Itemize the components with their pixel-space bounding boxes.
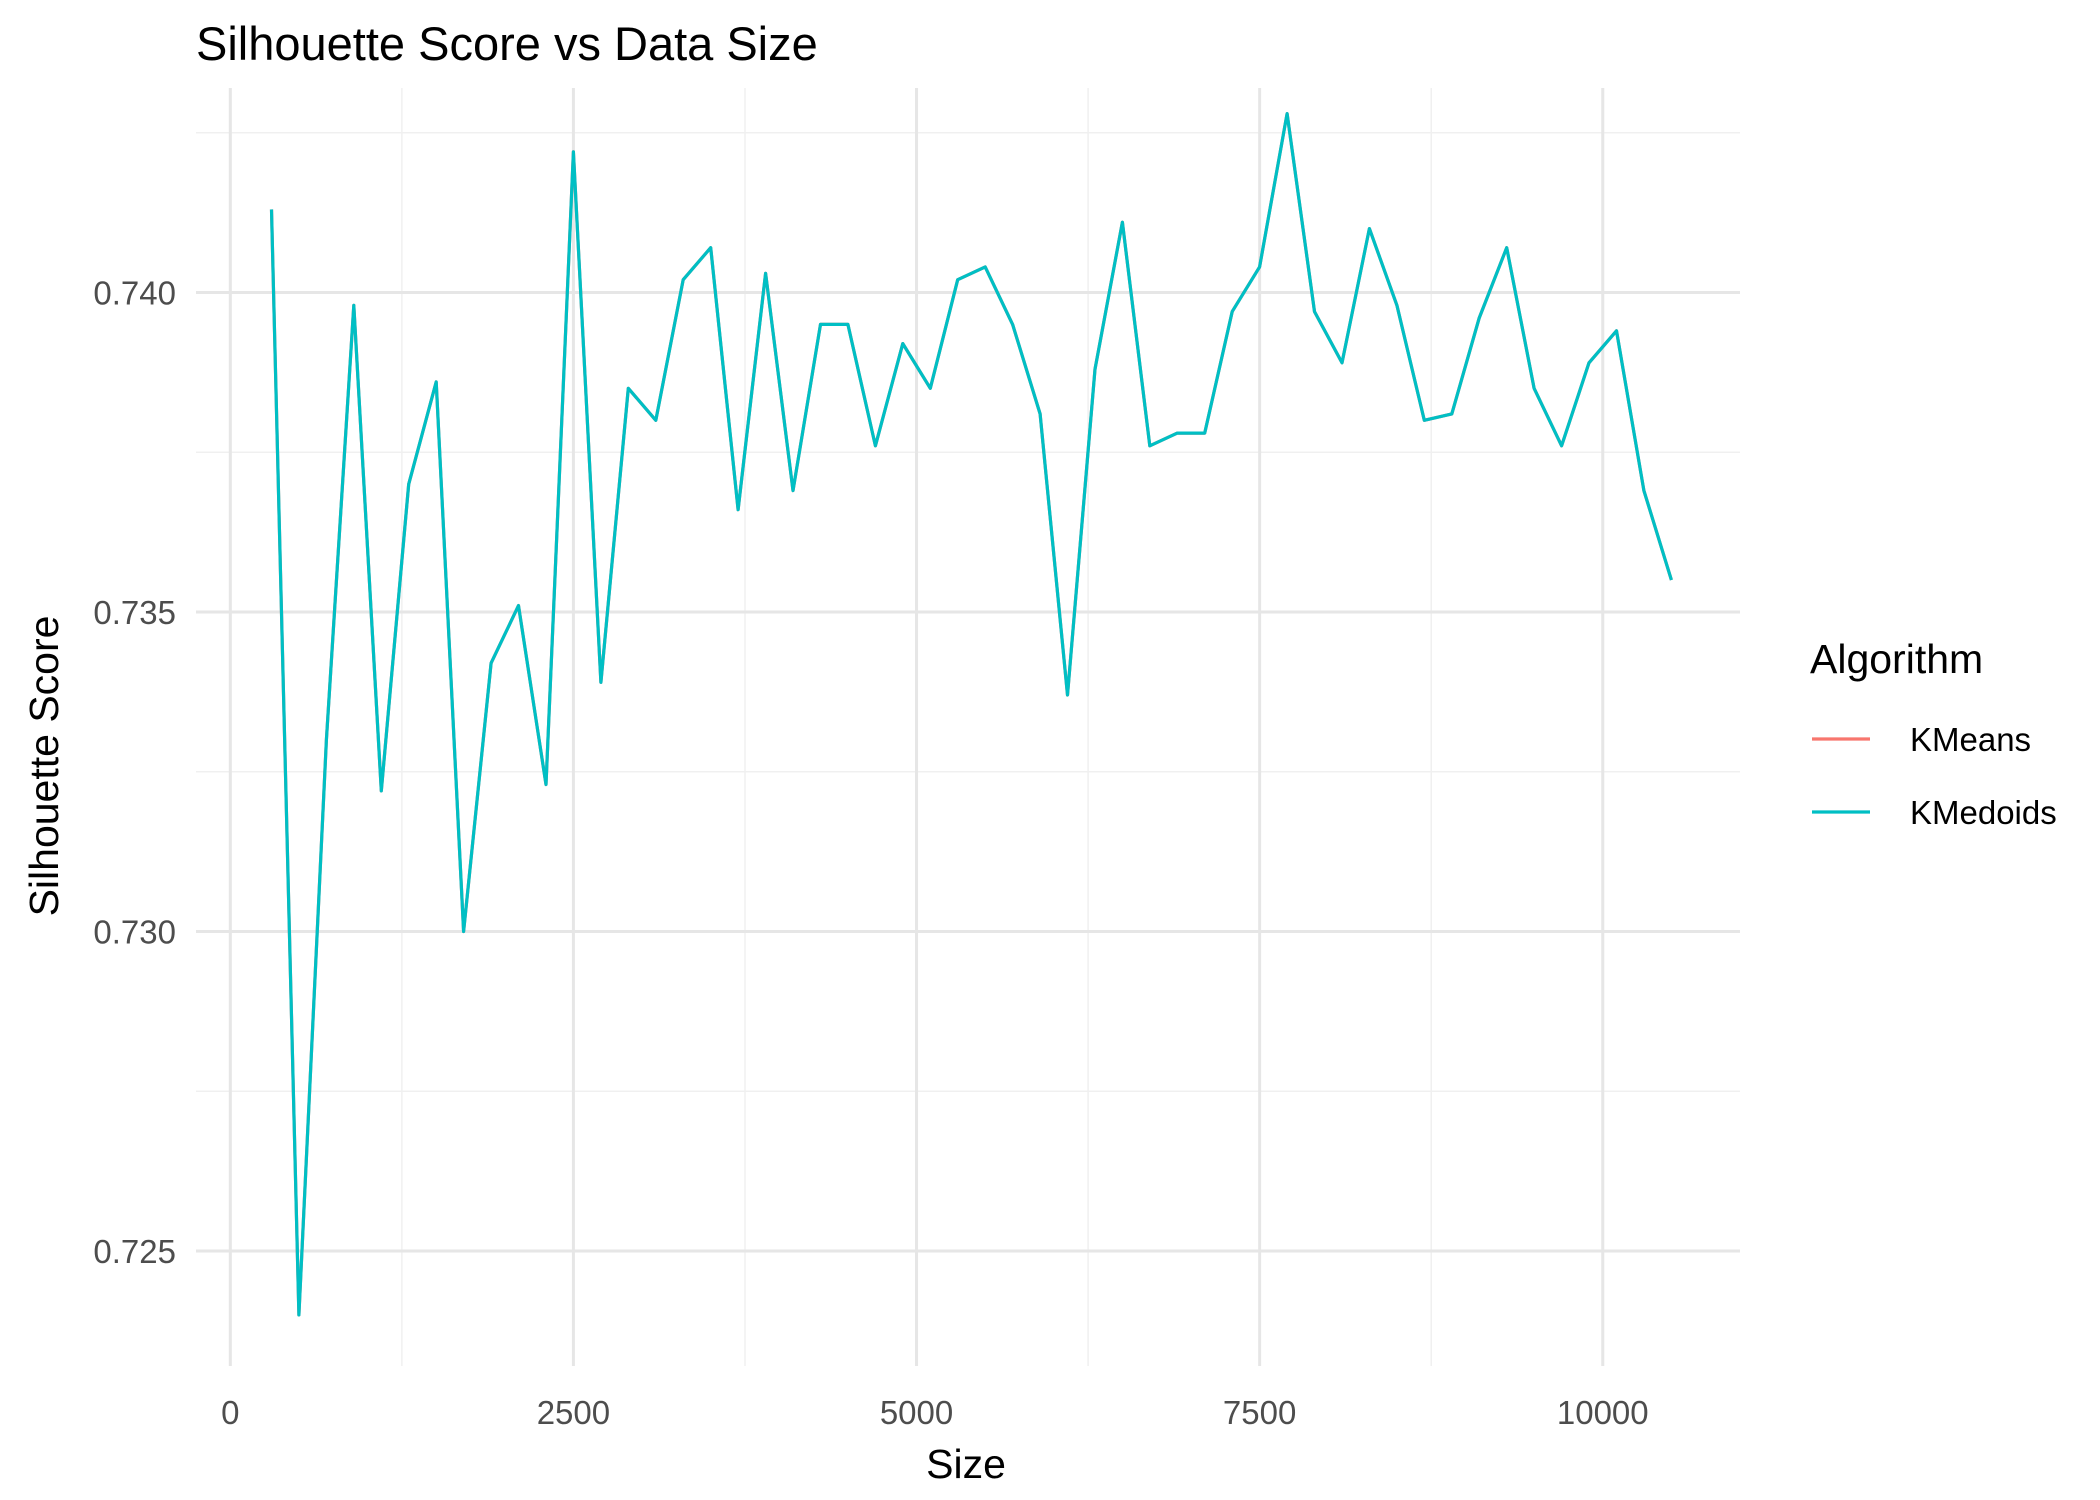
x-tick-label: 0 [221,1394,239,1431]
grid [196,88,1740,1366]
legend-label: KMedoids [1910,794,2057,831]
y-tick-label: 0.735 [93,594,176,631]
x-axis-title: Size [926,1441,1006,1487]
x-axis-ticks: 0 2500 5000 7500 10000 [221,1394,1649,1431]
x-tick-label: 5000 [880,1394,953,1431]
series-line-kmedoids [269,111,1673,1317]
y-axis-title: Silhouette Score [21,616,67,917]
y-tick-label: 0.730 [93,913,176,950]
chart-title: Silhouette Score vs Data Size [196,17,818,70]
y-tick-label: 0.725 [93,1233,176,1270]
legend-item-kmedoids: KMedoids [1812,794,2057,831]
legend-item-kmeans: KMeans [1812,721,2031,758]
legend-items: KMeans KMedoids [1812,721,2057,831]
y-tick-label: 0.740 [93,274,176,311]
x-tick-label: 10000 [1557,1394,1649,1431]
legend-title: Algorithm [1810,636,1983,682]
x-tick-label: 2500 [537,1394,610,1431]
legend-label: KMeans [1910,721,2031,758]
y-axis-ticks: 0.725 0.730 0.735 0.740 [93,274,176,1270]
legend: Algorithm KMeans KMedoids [1810,636,2057,831]
series-lines [269,111,1673,1317]
x-tick-label: 7500 [1223,1394,1296,1431]
